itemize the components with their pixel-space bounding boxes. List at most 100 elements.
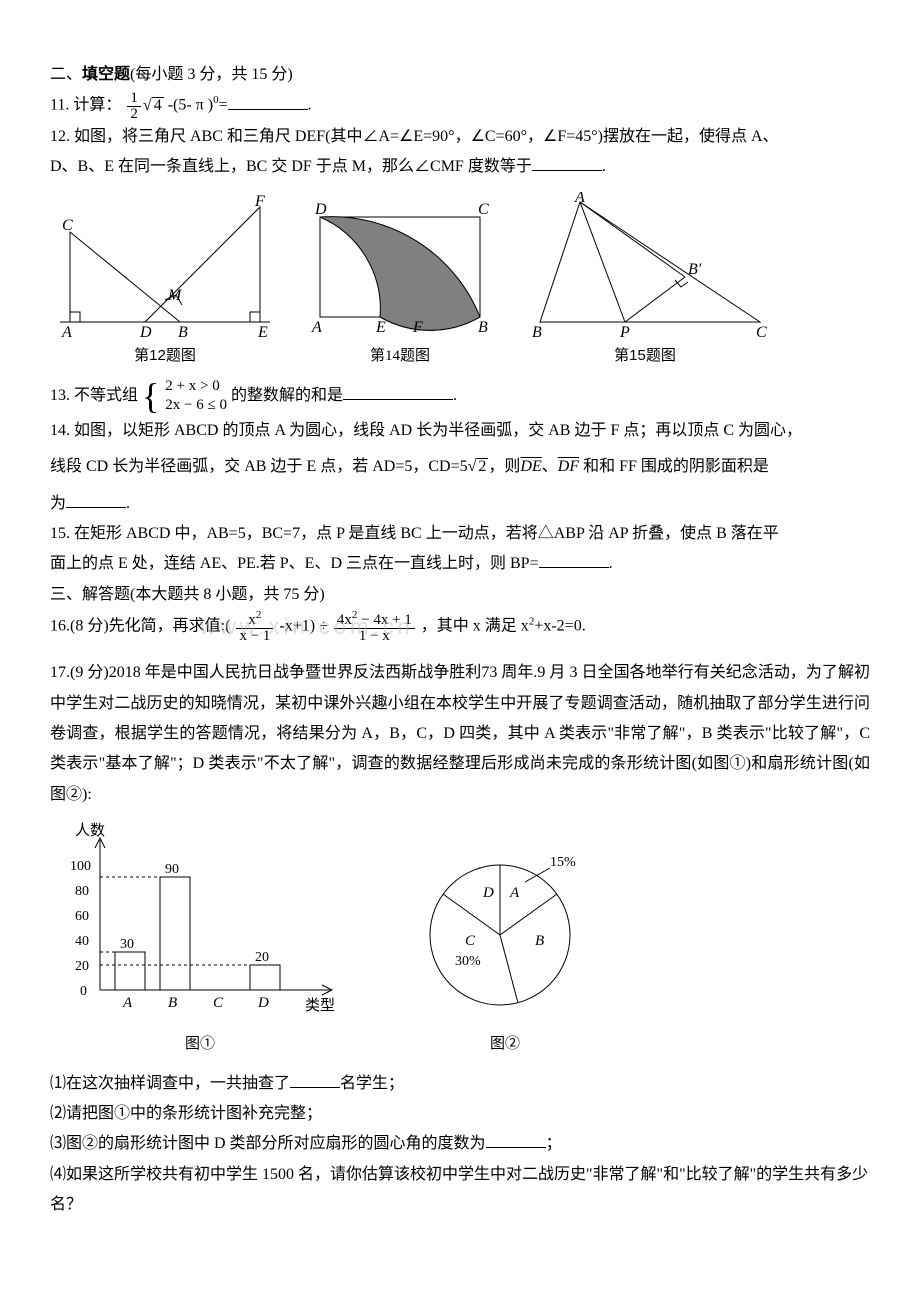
q17-s1: ⑴在这次抽样调查中，一共抽查了名学生； [50,1069,870,1099]
q17-s2: ⑵请把图①中的条形统计图补充完整； [50,1099,870,1129]
bv-b: 90 [165,862,179,877]
q14-l2a: 线段 CD 长为半径画弧，交 AB 边于 E 点，若 AD=5，CD=5 [50,458,468,475]
yt60: 60 [75,909,89,924]
bar-chart: 人数 0 20 40 60 80 100 [50,820,350,1059]
fig14-svg: D C A E F B [300,192,500,342]
q16: www.xin.com.cn 16.(8 分)先化简，再求值:( x2 x − … [50,610,870,644]
f14E: E [375,319,386,336]
q14-num: 14. [50,422,70,439]
q16-f2nt: 4x [337,612,352,628]
yt0: 0 [80,984,87,999]
bar-svg: 人数 0 20 40 60 80 100 [50,820,350,1030]
lblD: D [139,324,152,341]
lblF: F [254,193,265,210]
f14A: A [311,319,322,336]
q16-f2: 4x2 − 4x + 1 1 − x [334,610,415,644]
q14-arc1: DE [520,458,541,475]
q13-i2: 2x − 6 ≤ 0 [165,397,227,413]
q13-sys: 2 + x > 0 2x − 6 ≤ 0 [165,377,227,416]
bv-d: 20 [255,950,269,965]
q11-prefix: 计算： [73,97,121,114]
q16-pre: 16.(8 分)先化简，再求值:( [50,618,230,635]
q11-frac-num: 1 [127,91,141,107]
q11-mid: -(5- π ) [164,97,213,114]
section-2-header: 二、填空题(每小题 3 分，共 15 分) [50,60,870,90]
spacer [50,644,870,658]
f15P: P [619,324,630,341]
q11-eq: = [219,97,228,114]
q14-sqrt-arg: 2 [476,458,488,475]
lblB: B [178,324,188,341]
f14D: D [314,201,327,218]
q14c: 为. [50,489,870,519]
q11-sqrt-arg: 4 [152,97,164,114]
section-2-title: 二、填空题(每小题 3 分，共 15 分) [50,66,293,83]
f14C: C [478,201,489,218]
bx-b: B [168,995,177,1011]
q16-f2nt2: − 4x + 1 [357,612,411,628]
bar-xlabel: 类型 [305,997,335,1014]
q16-f1: x2 x − 1 [236,610,273,644]
pie-cap: 图② [410,1030,600,1059]
q11-sqrt [143,97,152,114]
f15C: C [756,324,767,341]
f15Bp: B′ [688,261,702,278]
bx-d: D [257,995,269,1011]
q16-f2d: 1 − x [334,629,415,644]
lblE: E [257,324,268,341]
q11-blank [228,93,308,110]
pie-chart: A B C D 15% 30% 图② [410,840,600,1059]
q13-i1: 2 + x > 0 [165,378,219,394]
q11-frac: 1 2 [127,91,141,122]
f14F: F [412,319,423,336]
yt40: 40 [75,934,89,949]
q13-suf: 的整数解的和是 [231,387,343,404]
pCpct: 30% [455,954,481,969]
q12: 12. 如图，将三角尺 ABC 和三角尺 DEF(其中∠A=∠E=90°，∠C=… [50,122,870,183]
yt20: 20 [75,959,89,974]
fig12-svg: C A D B E F M [50,192,280,342]
bar-cap: 图① [50,1030,350,1059]
fig15: A B B′ P C 第15题图 [520,192,770,371]
q13-num: 13. [50,387,70,404]
f14B: B [478,319,488,336]
q14: 14. 如图，以矩形 ABCD 的顶点 A 为圆心，线段 AD 长为半径画弧，交… [50,416,870,446]
q14-l2c: 、 [542,458,558,475]
q17-s1b: 名学生； [340,1075,404,1092]
q16-t2: +x-2=0. [534,618,585,635]
q11: 11. 计算： 1 2 4 -(5- π )0=. [50,90,870,121]
q16-f2n: 4x2 − 4x + 1 [334,610,415,629]
q17-s3-blank [486,1131,546,1148]
q17-s1-blank [290,1071,340,1088]
q17-charts: 人数 0 20 40 60 80 100 [50,820,870,1059]
yt100: 100 [70,859,91,874]
fig14-cap: 第14题图 [300,342,500,371]
bv-a: 30 [120,937,134,952]
section-3-header: 三、解答题(本大题共 8 小题，共 75 分) [50,580,870,610]
q14b: 线段 CD 长为半径画弧，交 AB 边于 E 点，若 AD=5，CD=52，则D… [50,452,870,482]
lblA: A [61,324,72,341]
fig12: C A D B E F M 第12题图 [50,192,280,371]
q12-blank [532,154,602,171]
pD: D [482,885,494,901]
q14-blank [66,491,126,508]
q17-s3b: ； [546,1135,562,1152]
q15-num: 15. [50,525,70,542]
yt80: 80 [75,884,89,899]
q16-f1n: x2 [236,610,273,629]
pie-svg: A B C D 15% 30% [410,840,600,1030]
q11-num: 11. [50,97,69,114]
q15-l2: 面上的点 E 处，连结 AE、PE.若 P、E、D 三点在一直线上时，则 BP= [50,555,539,572]
q16-f1d: x − 1 [236,629,273,644]
q16-f1ne: 2 [256,609,262,621]
q17-s3: ⑶图②的扇形统计图中 D 类部分所对应扇形的圆心角的度数为 ； [50,1129,870,1159]
fig15-svg: A B B′ P C [520,192,770,342]
q17-s3a: ⑶图②的扇形统计图中 D 类部分所对应扇形的圆心角的度数为 [50,1135,486,1152]
q15-blank [539,551,609,568]
q14-l2d: 和和 FF 围成的阴影面积是 [579,458,769,475]
q15-l1: 在矩形 ABCD 中，AB=5，BC=7，点 P 是直线 BC 上一动点，若将△… [74,525,779,542]
bx-c: C [213,995,224,1011]
q13-pre: 不等式组 [74,387,138,404]
q12-l1: 如图，将三角尺 ABC 和三角尺 DEF(其中∠A=∠E=90°，∠C=60°，… [74,128,779,145]
q14-sqrt [468,458,477,475]
